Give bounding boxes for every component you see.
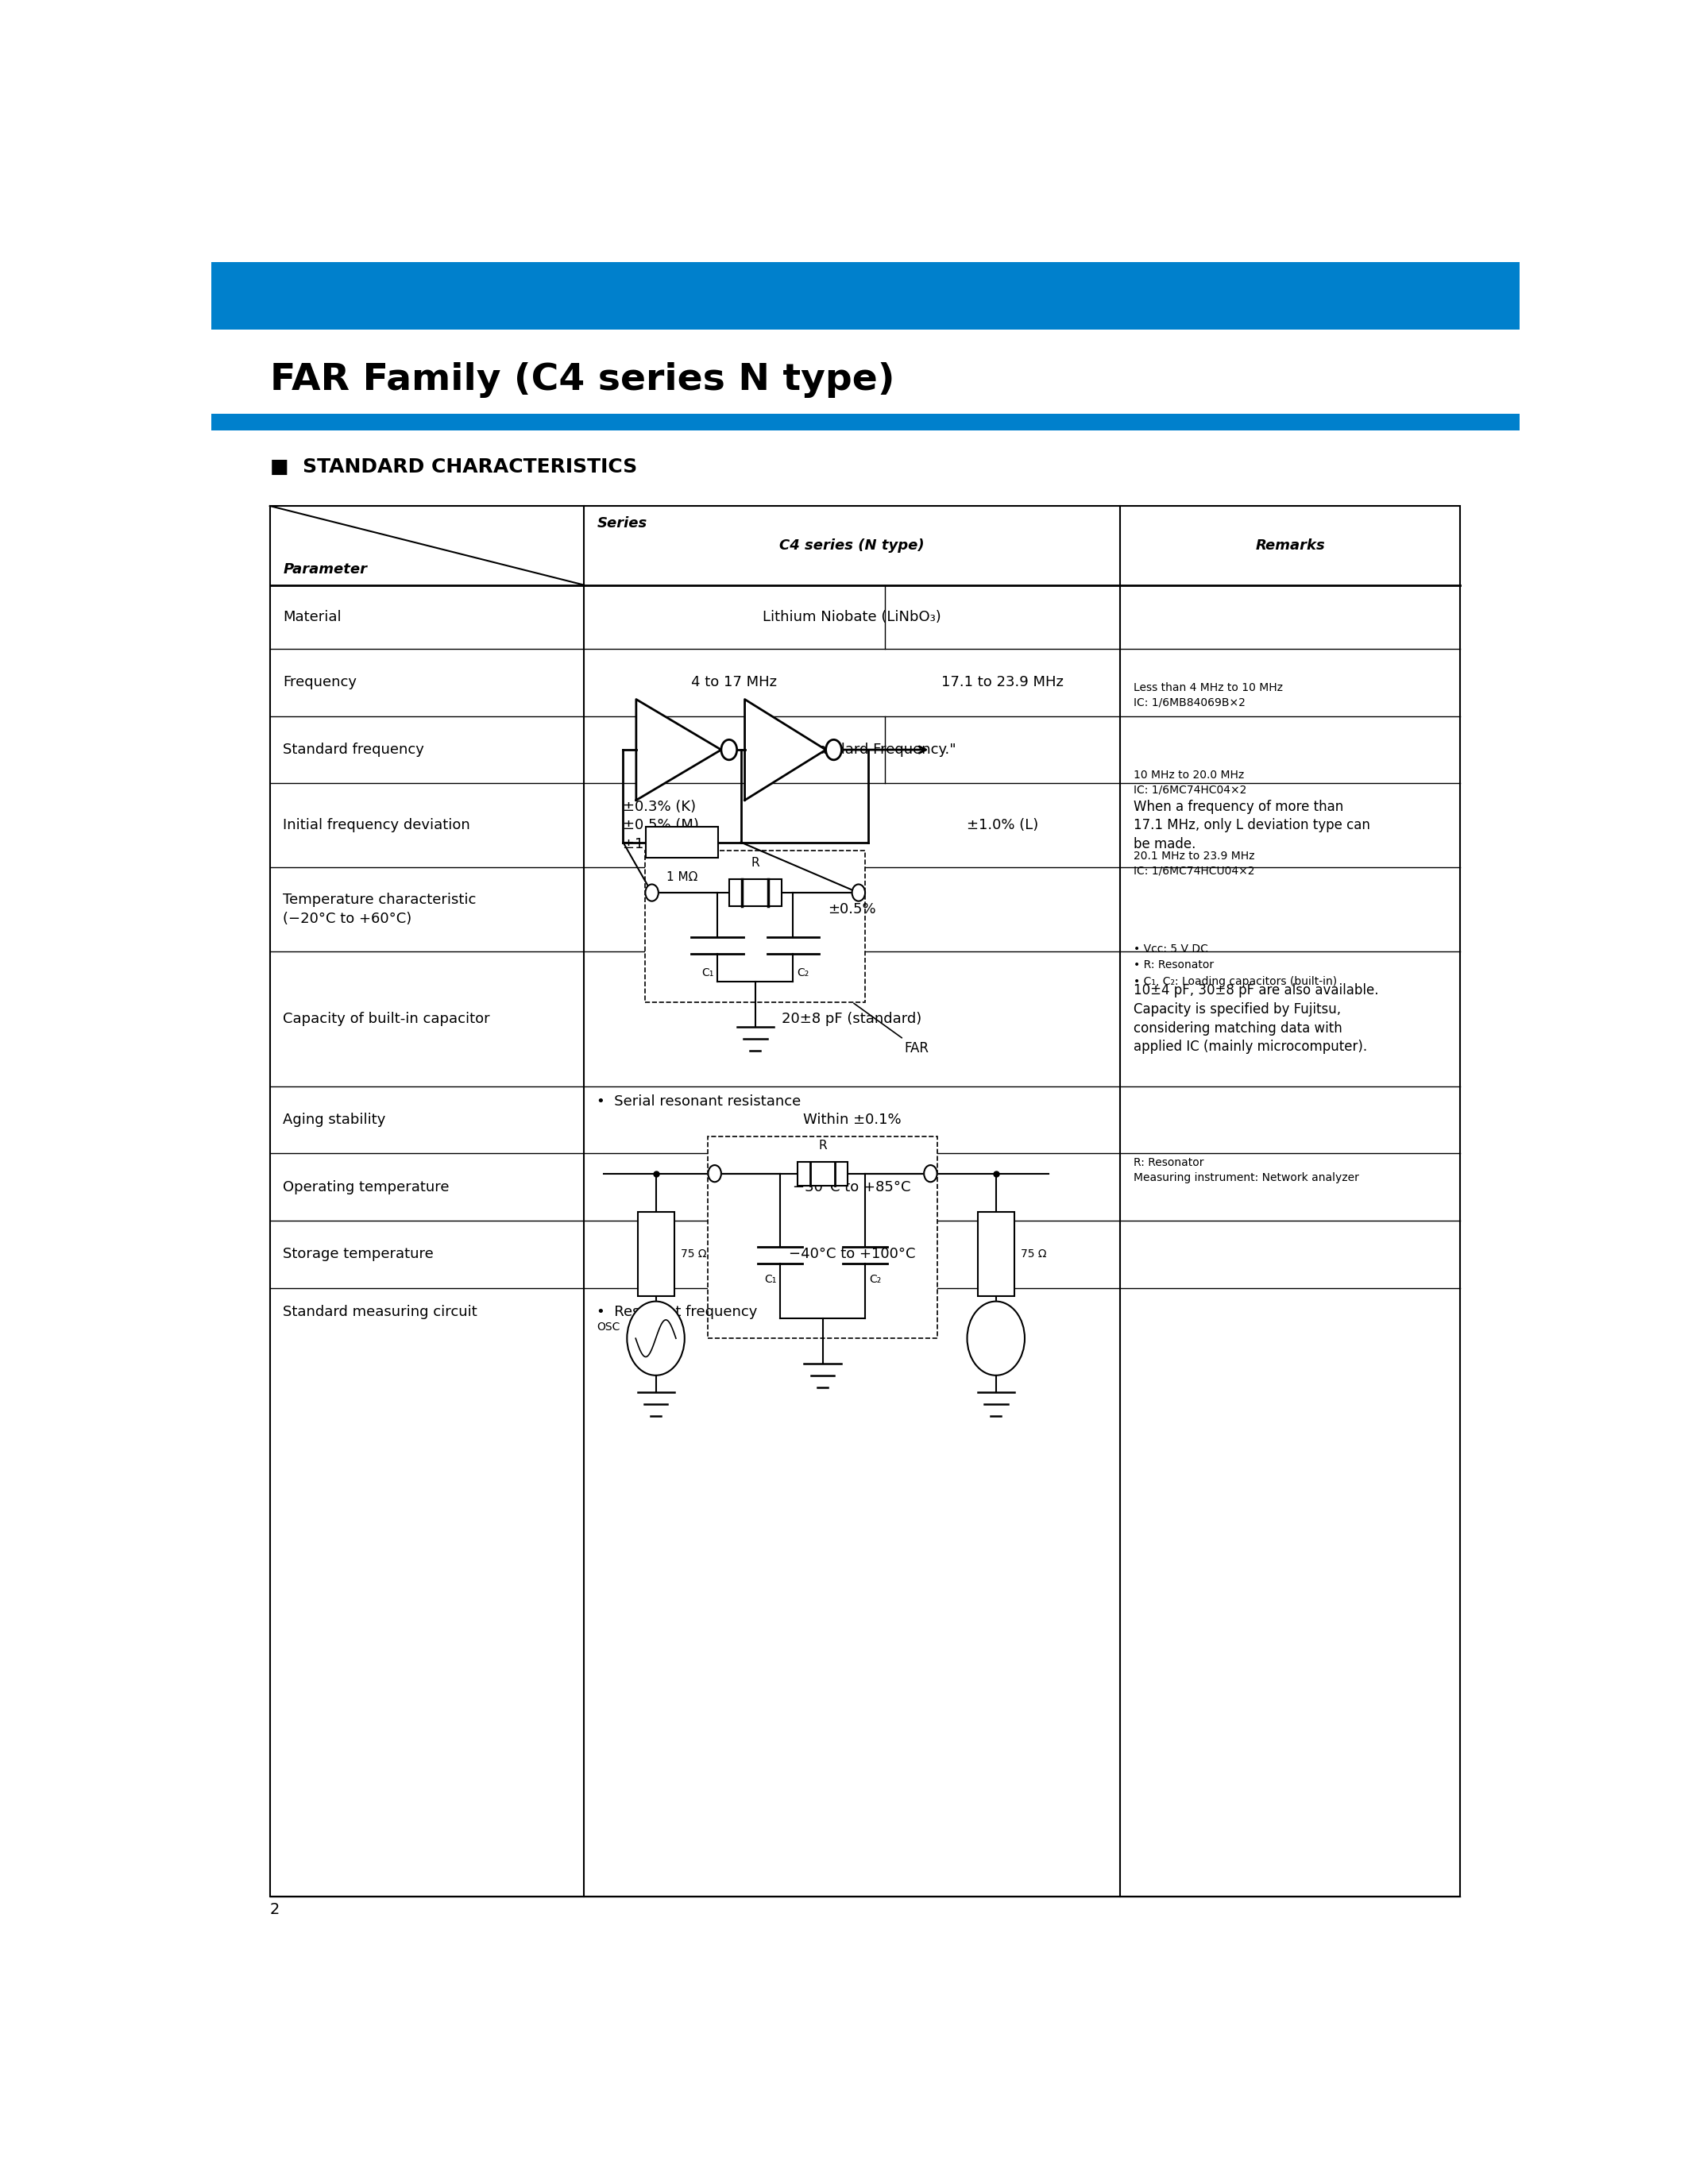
Text: 10±4 pF, 30±8 pF are also available.
Capacity is specified by Fujitsu,
consideri: 10±4 pF, 30±8 pF are also available. Cap…	[1133, 983, 1379, 1055]
Text: Aging stability: Aging stability	[284, 1112, 387, 1127]
Text: 20±8 pF (standard): 20±8 pF (standard)	[782, 1011, 922, 1026]
FancyBboxPatch shape	[645, 852, 866, 1002]
Text: Standard frequency: Standard frequency	[284, 743, 424, 758]
Text: 17.1 to 23.9 MHz: 17.1 to 23.9 MHz	[942, 675, 1063, 690]
Text: ■  STANDARD CHARACTERISTICS: ■ STANDARD CHARACTERISTICS	[270, 459, 636, 476]
FancyBboxPatch shape	[709, 1136, 937, 1339]
Text: 10 MHz to 20.0 MHz
IC: 1/6MC74HC04×2: 10 MHz to 20.0 MHz IC: 1/6MC74HC04×2	[1133, 771, 1246, 795]
Text: ±0.3% (K)
±0.5% (M)
±1.0% (L): ±0.3% (K) ±0.5% (M) ±1.0% (L)	[623, 799, 699, 852]
Text: C₂: C₂	[869, 1273, 881, 1284]
Text: Parameter: Parameter	[284, 561, 368, 577]
Text: When a frequency of more than
17.1 MHz, only L deviation type can
be made.: When a frequency of more than 17.1 MHz, …	[1133, 799, 1371, 852]
Text: R: R	[751, 858, 760, 869]
Text: Standard measuring circuit: Standard measuring circuit	[284, 1304, 478, 1319]
Text: C4 series (N type): C4 series (N type)	[780, 537, 925, 553]
Circle shape	[645, 885, 658, 902]
Text: ±1.0% (L): ±1.0% (L)	[967, 819, 1038, 832]
Text: 1 MΩ: 1 MΩ	[667, 871, 697, 882]
Text: 4 to 17 MHz: 4 to 17 MHz	[692, 675, 776, 690]
Text: R: Resonator
Measuring instrument: Network analyzer: R: Resonator Measuring instrument: Netwo…	[1133, 1158, 1359, 1184]
Bar	[211, 262, 1519, 330]
Text: C₁: C₁	[765, 1273, 776, 1284]
Text: Within ±0.1%: Within ±0.1%	[803, 1112, 901, 1127]
Circle shape	[923, 1164, 937, 1182]
Circle shape	[721, 740, 738, 760]
Text: Remarks: Remarks	[1256, 537, 1325, 553]
Text: Frequency: Frequency	[284, 675, 356, 690]
Text: Less than 4 MHz to 10 MHz
IC: 1/6MB84069B×2: Less than 4 MHz to 10 MHz IC: 1/6MB84069…	[1133, 681, 1283, 708]
Text: −30°C to +85°C: −30°C to +85°C	[793, 1179, 912, 1195]
Text: −40°C to +100°C: −40°C to +100°C	[788, 1247, 915, 1262]
Text: Temperature characteristic
(−20°C to +60°C): Temperature characteristic (−20°C to +60…	[284, 893, 476, 926]
Text: LM: LM	[987, 1332, 1004, 1343]
Bar	[977, 1212, 1014, 1297]
Circle shape	[709, 1164, 721, 1182]
Text: C₁: C₁	[702, 968, 714, 978]
Bar	[647, 828, 717, 858]
Bar	[211, 413, 1519, 430]
Text: C₂: C₂	[797, 968, 809, 978]
Polygon shape	[636, 699, 721, 799]
Circle shape	[626, 1302, 685, 1376]
Text: Initial frequency deviation: Initial frequency deviation	[284, 819, 471, 832]
Text: 2: 2	[270, 1902, 280, 1918]
Text: Capacity of built-in capacitor: Capacity of built-in capacitor	[284, 1011, 490, 1026]
Circle shape	[967, 1302, 1025, 1376]
Bar	[270, 507, 1460, 1896]
Text: See "■ Standard Frequency.": See "■ Standard Frequency."	[748, 743, 957, 758]
Text: 20.1 MHz to 23.9 MHz
IC: 1/6MC74HCU04×2: 20.1 MHz to 23.9 MHz IC: 1/6MC74HCU04×2	[1133, 852, 1254, 876]
Bar	[211, 330, 1519, 413]
Text: OSC: OSC	[598, 1321, 621, 1332]
Bar	[729, 880, 782, 906]
Text: Storage temperature: Storage temperature	[284, 1247, 434, 1262]
Bar	[798, 1162, 847, 1186]
Text: • Vcc: 5 V DC
• R: Resonator
• C₁, C₂: Loading capacitors (built-in): • Vcc: 5 V DC • R: Resonator • C₁, C₂: L…	[1133, 943, 1337, 987]
Text: Material: Material	[284, 609, 341, 625]
Text: 75 Ω: 75 Ω	[680, 1249, 707, 1260]
Text: ±0.5%: ±0.5%	[827, 902, 876, 917]
Text: Series: Series	[598, 515, 647, 531]
Bar	[638, 1212, 674, 1297]
Text: Operating temperature: Operating temperature	[284, 1179, 449, 1195]
Circle shape	[852, 885, 866, 902]
Text: •  Serial resonant resistance: • Serial resonant resistance	[598, 1094, 802, 1109]
Text: FAR: FAR	[854, 1002, 928, 1055]
Text: FAR Family (C4 series N type): FAR Family (C4 series N type)	[270, 363, 895, 397]
Text: •  Resonant frequency: • Resonant frequency	[598, 1304, 758, 1319]
Text: 75 Ω: 75 Ω	[1021, 1249, 1047, 1260]
Polygon shape	[744, 699, 825, 799]
Text: Lithium Niobate (LiNbO₃): Lithium Niobate (LiNbO₃)	[763, 609, 942, 625]
Circle shape	[825, 740, 842, 760]
Text: R: R	[819, 1140, 827, 1151]
